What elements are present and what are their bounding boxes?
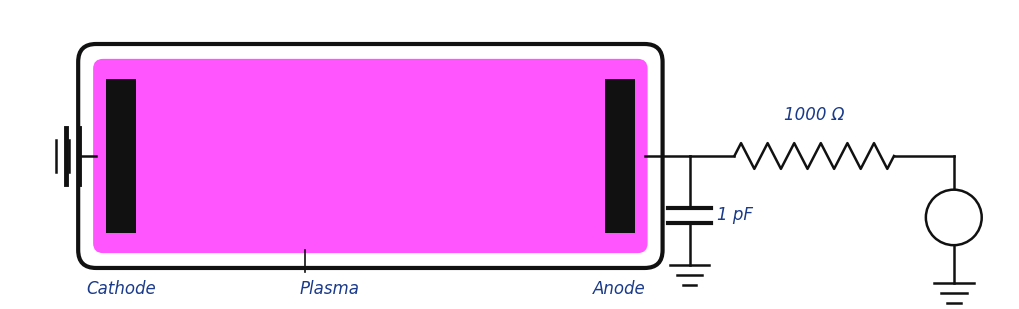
Bar: [604, 79, 635, 233]
Text: Cathode: Cathode: [87, 280, 156, 298]
FancyBboxPatch shape: [93, 59, 648, 253]
FancyBboxPatch shape: [78, 44, 662, 268]
Text: V: V: [948, 209, 960, 226]
Circle shape: [926, 190, 981, 245]
Text: 1000 Ω: 1000 Ω: [784, 106, 845, 124]
Text: Anode: Anode: [593, 280, 646, 298]
Bar: [106, 79, 136, 233]
Text: 1 pF: 1 pF: [717, 206, 753, 224]
Text: Plasma: Plasma: [300, 280, 360, 298]
